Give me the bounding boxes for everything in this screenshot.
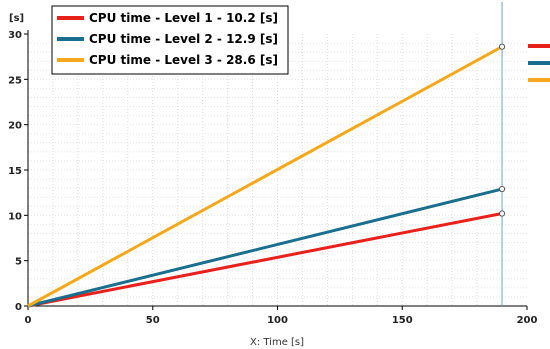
x-tick-label: 150 [392, 315, 413, 326]
legend: CPU time - Level 1 - 10.2 [s] CPU time - … [51, 5, 289, 75]
series-group [27, 43, 506, 308]
y-axis-label: [s] [9, 13, 24, 24]
x-tick-label: 0 [25, 315, 32, 326]
y-tick-label: 20 [8, 121, 22, 132]
legend-box [51, 5, 289, 75]
y-tick-label: 15 [8, 166, 22, 177]
y-tick-label: 5 [15, 257, 22, 268]
series-marker-2[interactable] [498, 185, 506, 193]
side-legend [528, 44, 550, 82]
series-line-3 [27, 45, 503, 308]
legend-label-2: CPU time - Level 2 - 12.9 [s] [89, 32, 278, 46]
y-tick-label: 10 [8, 211, 22, 222]
series-line-1 [27, 212, 503, 308]
y-tick-label: 25 [8, 75, 22, 86]
x-tick-label: 100 [267, 315, 288, 326]
x-tick-label: 200 [517, 315, 538, 326]
y-tick-label: 0 [15, 302, 22, 313]
series-marker-1[interactable] [498, 210, 506, 217]
series-line-2 [27, 187, 503, 308]
series-marker-3[interactable] [498, 43, 506, 50]
x-tick-label: 50 [146, 315, 160, 326]
legend-label-1: CPU time - Level 1 - 10.2 [s] [89, 11, 278, 25]
x-axis-label: X: Time [s] [250, 337, 304, 348]
tick-labels: 0 50 100 150 200 0 5 10 15 20 25 30 [8, 30, 537, 326]
legend-label-3: CPU time - Level 3 - 28.6 [s] [89, 53, 278, 67]
y-tick-label: 30 [8, 30, 22, 41]
